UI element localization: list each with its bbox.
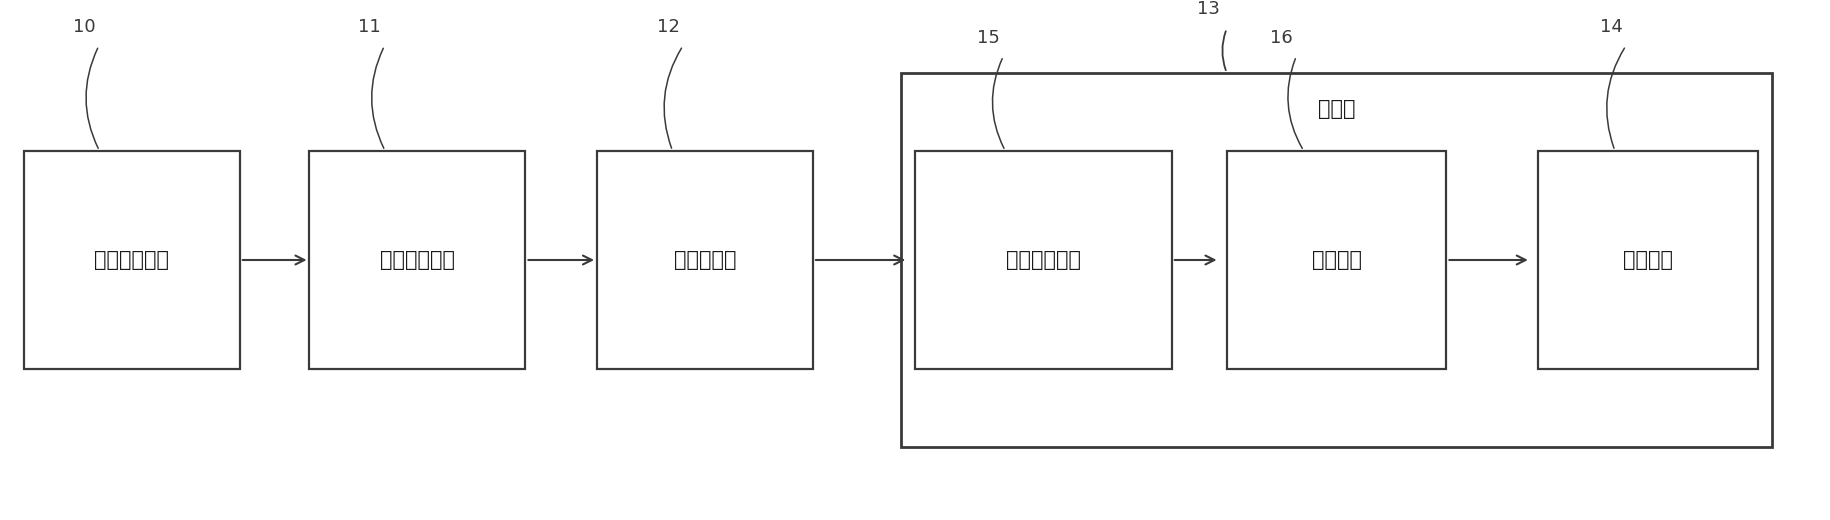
Bar	[1537, 151, 1757, 369]
Bar	[24, 151, 240, 369]
Text: 10: 10	[73, 18, 95, 36]
Text: 15: 15	[977, 29, 999, 47]
Bar	[915, 151, 1171, 369]
Text: 计算机: 计算机	[1318, 99, 1354, 119]
Text: 16: 16	[1270, 29, 1292, 47]
Text: 显示装置: 显示装置	[1621, 250, 1673, 270]
Text: 自动图像采集: 自动图像采集	[1007, 250, 1080, 270]
Text: 自动上片装置: 自动上片装置	[95, 250, 168, 270]
Bar	[309, 151, 525, 369]
Text: 13: 13	[1197, 0, 1219, 18]
Bar	[900, 73, 1771, 447]
Text: 11: 11	[359, 18, 381, 36]
Text: 14: 14	[1599, 18, 1621, 36]
Text: 12: 12	[657, 18, 679, 36]
Text: 自动显微平台: 自动显微平台	[381, 250, 454, 270]
Text: 数字摄像头: 数字摄像头	[673, 250, 736, 270]
Text: 图像分析: 图像分析	[1310, 250, 1362, 270]
Bar	[597, 151, 813, 369]
Bar	[1226, 151, 1446, 369]
